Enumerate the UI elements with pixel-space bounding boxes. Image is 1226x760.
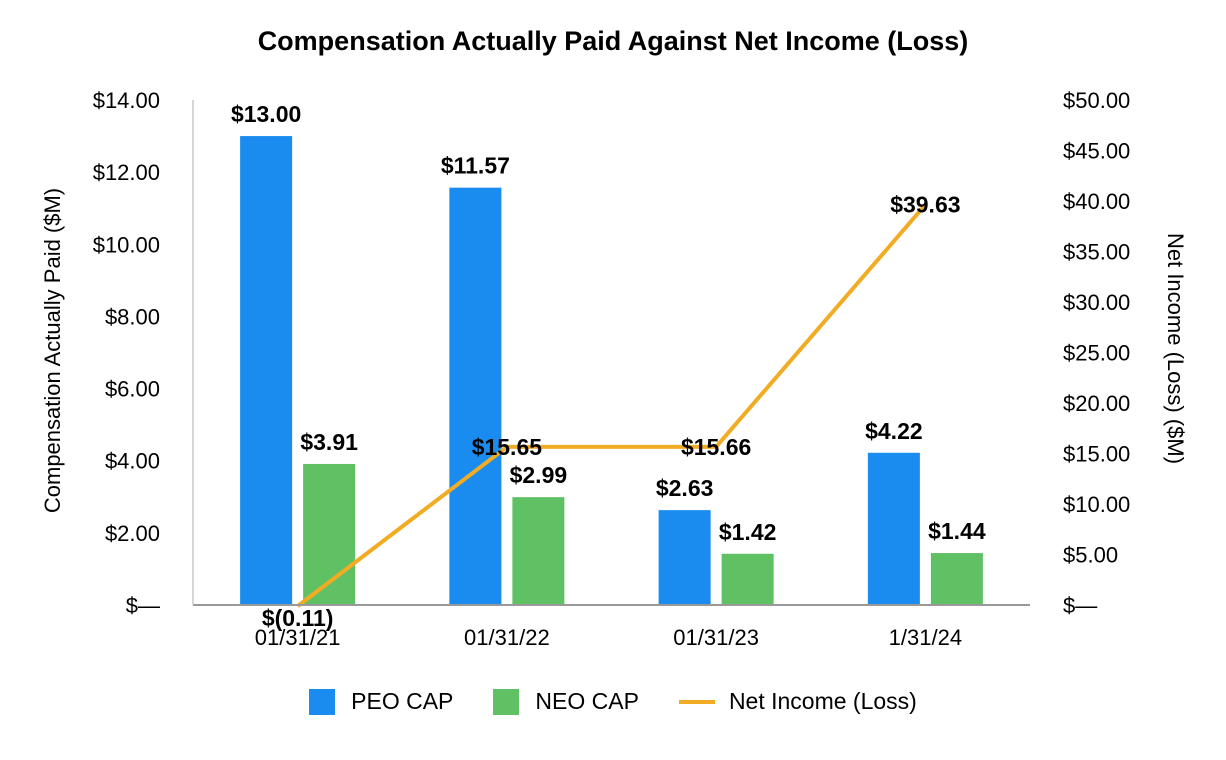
y2-tick-label-5: $25.00 xyxy=(1063,341,1130,366)
x-tick-label-2: 01/31/23 xyxy=(673,625,759,650)
y-tick-label-6: $12.00 xyxy=(93,160,160,185)
data-label-net-income-3: $39.63 xyxy=(890,192,960,218)
y2-axis-ticks: $— $5.00 $10.00 $15.00 $20.00 $25.00 $30.00 $35… xyxy=(1063,88,1130,618)
y-axis-title: Compensation Actually Paid ($M) xyxy=(40,188,65,513)
x-axis-ticks: 01/31/21 01/31/22 01/31/23 1/31/24 xyxy=(255,625,962,650)
data-label-neo-cap-3: $1.44 xyxy=(928,518,986,544)
bars xyxy=(240,136,983,606)
y-tick-label-1: $2.00 xyxy=(105,521,160,546)
legend-swatch-peo-cap xyxy=(309,688,336,715)
data-label-peo-cap-2: $2.63 xyxy=(656,475,714,501)
y-axis-ticks: $— $2.00 $4.00 $6.00 $8.00 $10.00 $12.00 $14.00 xyxy=(93,88,160,618)
y2-tick-label-1: $5.00 xyxy=(1063,543,1118,568)
legend: PEO CAP NEO CAP Net Income (Loss) xyxy=(0,688,1226,715)
data-label-neo-cap-1: $2.99 xyxy=(510,462,568,488)
bar-peo-cap-0 xyxy=(240,136,293,606)
bar-peo-cap-2 xyxy=(658,510,711,605)
y-tick-label-4: $8.00 xyxy=(105,304,160,329)
y2-tick-label-4: $20.00 xyxy=(1063,391,1130,416)
data-label-peo-cap-0: $13.00 xyxy=(231,101,301,127)
data-label-net-income-0: $(0.11) xyxy=(262,605,334,631)
net-income-series xyxy=(296,203,927,608)
bar-peo-cap-1 xyxy=(449,187,502,605)
legend-label-net-income: Net Income (Loss) xyxy=(728,688,917,714)
y-tick-label-7: $14.00 xyxy=(93,88,160,113)
legend-item-neo-cap: NEO CAP xyxy=(493,688,639,715)
y-tick-label-0: $— xyxy=(126,593,160,618)
legend-item-peo-cap: PEO CAP xyxy=(309,688,453,715)
y-tick-label-3: $6.00 xyxy=(105,377,160,402)
data-label-neo-cap-2: $1.42 xyxy=(719,519,777,545)
y2-tick-label-10: $50.00 xyxy=(1063,88,1130,113)
y2-tick-label-6: $30.00 xyxy=(1063,290,1130,315)
bar-neo-cap-1 xyxy=(512,497,565,605)
data-labels: $13.00 $11.57 $2.63 $4.22 $3.91 $2.99 $1.42 $1.… xyxy=(231,101,986,631)
x-tick-label-1: 01/31/22 xyxy=(464,625,550,650)
legend-swatch-net-income xyxy=(678,699,715,704)
data-label-peo-cap-3: $4.22 xyxy=(865,418,923,444)
x-tick-label-3: 1/31/24 xyxy=(889,625,962,650)
y2-axis-title: Net Income (Loss) ($M) xyxy=(1163,233,1188,464)
bar-peo-cap-3 xyxy=(867,452,920,605)
x-tick-label-0: 01/31/21 xyxy=(255,625,341,650)
legend-label-peo-cap: PEO CAP xyxy=(351,688,454,714)
legend-label-neo-cap: NEO CAP xyxy=(535,688,639,714)
y-tick-label-5: $10.00 xyxy=(93,232,160,257)
legend-swatch-neo-cap xyxy=(493,688,520,715)
bar-neo-cap-3 xyxy=(930,553,983,605)
y2-tick-label-3: $15.00 xyxy=(1063,442,1130,467)
legend-item-net-income: Net Income (Loss) xyxy=(678,688,917,715)
data-label-net-income-2: $15.66 xyxy=(681,434,751,460)
y2-tick-label-7: $35.00 xyxy=(1063,240,1130,265)
bar-neo-cap-2 xyxy=(721,553,774,605)
net-income-line xyxy=(296,203,927,608)
y2-tick-label-0: $— xyxy=(1063,593,1097,618)
chart-title: Compensation Actually Paid Against Net I… xyxy=(257,26,969,56)
data-label-net-income-1: $15.65 xyxy=(472,434,543,460)
y2-tick-label-9: $45.00 xyxy=(1063,139,1130,164)
y-tick-label-2: $4.00 xyxy=(105,449,160,474)
chart-plot: $— $2.00 $4.00 $6.00 $8.00 $10.00 $12.00 $14.00… xyxy=(40,88,1188,650)
data-label-peo-cap-1: $11.57 xyxy=(441,153,510,179)
y2-tick-label-2: $10.00 xyxy=(1063,492,1130,517)
y2-tick-label-8: $40.00 xyxy=(1063,189,1130,214)
data-label-neo-cap-0: $3.91 xyxy=(300,429,358,455)
